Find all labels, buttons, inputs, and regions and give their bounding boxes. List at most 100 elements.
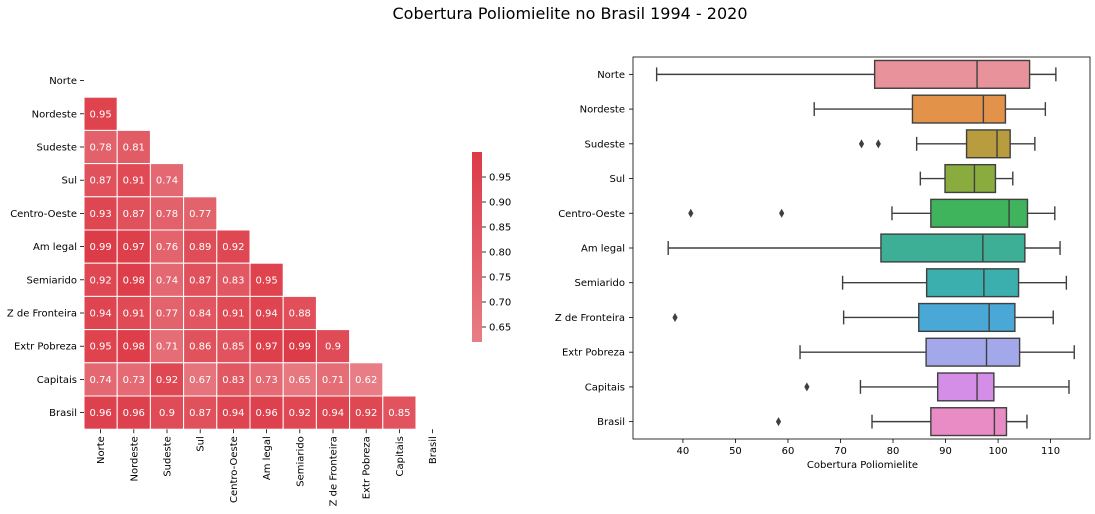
heatmap-cell-label: 0.87 xyxy=(89,176,111,187)
heatmap-cell-z-de-fronteira-am-legal xyxy=(249,295,284,331)
heatmap-cell-brasil-centro-oeste xyxy=(216,395,251,430)
box-iqr xyxy=(918,302,1016,333)
heatmap-cell-extr-pobreza-z-de-fronteira xyxy=(315,329,351,364)
heatmap-cell-label: 0.92 xyxy=(289,408,311,419)
box-centro-oeste xyxy=(688,198,1056,228)
heatmap-cell-label: 0.71 xyxy=(156,342,178,353)
heatmap-ylabel-semiarido: Semiarido xyxy=(26,275,77,286)
heatmap-cell-label: 0.73 xyxy=(255,375,277,386)
heatmap-cell-label: 0.91 xyxy=(123,176,145,187)
heatmap-cell-label: 0.83 xyxy=(222,375,244,386)
heatmap-xlabel-centro-oeste: Centro-Oeste xyxy=(229,436,240,503)
boxplot-xtick-label: 60 xyxy=(782,446,795,457)
heatmap-ylabel-nordeste: Nordeste xyxy=(32,109,77,120)
heatmap-cell-label: 0.95 xyxy=(89,342,111,353)
box-iqr xyxy=(965,129,1011,159)
heatmap-cell-label: 0.99 xyxy=(289,342,311,353)
colorbar-tick-label: 0.90 xyxy=(489,198,511,209)
box-iqr xyxy=(873,59,1031,89)
figure-title: Cobertura Poliomielite no Brasil 1994 - … xyxy=(392,4,747,23)
box-brasil xyxy=(775,407,1028,437)
heatmap-cell-label: 0.92 xyxy=(222,242,244,253)
heatmap-cell-label: 0.92 xyxy=(355,408,377,419)
heatmap-xlabel-sudeste: Sudeste xyxy=(163,436,174,476)
heatmap-cell-label: 0.9 xyxy=(325,342,341,353)
boxplot-ylabel-sudeste: Sudeste xyxy=(585,139,625,150)
heatmap-cell-label: 0.86 xyxy=(189,342,211,353)
boxplot-xtick-label: 50 xyxy=(729,446,742,457)
outlier-point xyxy=(672,312,678,322)
heatmap-cell-am-legal-nordeste xyxy=(116,229,151,264)
heatmap-cell-label: 0.91 xyxy=(123,309,145,320)
boxplot-xtick-label: 70 xyxy=(834,446,847,457)
heatmap-cell-semiarido-am-legal xyxy=(249,262,284,297)
heatmap-cell-centro-oeste-nordeste xyxy=(116,196,151,231)
heatmap-cell-label: 0.92 xyxy=(156,375,178,386)
box-nordeste xyxy=(813,94,1047,124)
heatmap-cell-z-de-fronteira-nordeste xyxy=(116,295,151,331)
heatmap-xlabel-capitais: Capitais xyxy=(395,436,406,476)
heatmap-cell-label: 0.71 xyxy=(322,375,344,386)
heatmap-cell-label: 0.83 xyxy=(222,275,244,286)
colorbar-tick-label: 0.95 xyxy=(489,173,511,184)
heatmap-cell-label: 0.78 xyxy=(89,143,111,154)
heatmap-cell-am-legal-sul xyxy=(183,229,218,264)
heatmap-xlabel-z-de-fronteira: Z de Fronteira xyxy=(329,436,340,506)
boxplot-ylabel-extr-pobreza: Extr Pobreza xyxy=(562,348,625,359)
heatmap-cell-label: 0.73 xyxy=(123,375,145,386)
boxplot-ylabel-nordeste: Nordeste xyxy=(580,105,625,116)
heatmap-xlabel-norte: Norte xyxy=(96,436,107,464)
box-sul xyxy=(919,163,1014,194)
heatmap-cell-z-de-fronteira-norte xyxy=(83,295,118,331)
colorbar-gradient xyxy=(472,152,482,342)
heatmap-ylabel-sul: Sul xyxy=(62,176,77,187)
correlation-heatmap: 0.95 0.78 0.81 0.87 0.91 0.74 0.93 0.87 0.78 0.77… xyxy=(7,76,439,506)
colorbar-tick-label: 0.65 xyxy=(489,323,511,334)
heatmap-ylabel-sudeste: Sudeste xyxy=(37,143,77,154)
box-extr-pobreza xyxy=(799,337,1075,367)
heatmap-xlabel-brasil: Brasil xyxy=(428,436,439,464)
heatmap-cell-label: 0.94 xyxy=(89,309,111,320)
boxplot-xtick-label: 110 xyxy=(1041,446,1060,457)
boxplot-ylabel-norte: Norte xyxy=(597,70,625,81)
box-capitais xyxy=(804,372,1070,402)
heatmap-cell-brasil-sul xyxy=(183,395,218,430)
heatmap-cell-sudeste-norte xyxy=(83,129,118,165)
coverage-boxplot: Norte Nordeste Sudeste Sul Centro-Oeste Am le… xyxy=(555,56,1091,471)
heatmap-colorbar: 0.65 0.70 0.75 0.80 0.85 0.90 0.95 xyxy=(472,152,511,342)
box-sudeste xyxy=(858,129,1036,159)
outlier-point xyxy=(875,139,881,149)
box-am-legal xyxy=(667,233,1061,263)
heatmap-cell-label: 0.99 xyxy=(89,242,111,253)
heatmap-cell-label: 0.87 xyxy=(189,408,211,419)
heatmap-cell-label: 0.96 xyxy=(123,408,145,419)
heatmap-cell-label: 0.78 xyxy=(156,209,178,220)
heatmap-ylabel-centro-oeste: Centro-Oeste xyxy=(10,209,77,220)
heatmap-cell-label: 0.94 xyxy=(222,408,244,419)
heatmap-cell-brasil-sudeste xyxy=(149,395,185,430)
heatmap-cell-label: 0.95 xyxy=(89,109,111,120)
outlier-point xyxy=(858,139,865,149)
colorbar-tick-label: 0.70 xyxy=(489,298,511,309)
heatmap-cell-label: 0.87 xyxy=(189,275,211,286)
heatmap-ylabel-brasil: Brasil xyxy=(49,408,77,419)
heatmap-xlabel-extr-pobreza: Extr Pobreza xyxy=(362,436,373,499)
heatmap-cell-label: 0.85 xyxy=(388,408,410,419)
box-iqr xyxy=(925,337,1021,367)
heatmap-cell-extr-pobreza-norte xyxy=(83,329,118,364)
heatmap-cell-label: 0.94 xyxy=(322,408,344,419)
heatmap-cell-semiarido-sul xyxy=(183,262,218,297)
heatmap-cell-label: 0.74 xyxy=(156,176,178,187)
heatmap-ylabel-extr-pobreza: Extr Pobreza xyxy=(14,342,77,353)
heatmap-cell-label: 0.97 xyxy=(255,342,277,353)
box-iqr xyxy=(930,407,1008,437)
heatmap-cell-label: 0.62 xyxy=(355,375,377,386)
heatmap-cell-label: 0.88 xyxy=(289,309,311,320)
boxplot-ylabel-semiarido: Semiarido xyxy=(574,278,625,289)
heatmap-cell-label: 0.67 xyxy=(189,375,211,386)
heatmap-cell-brasil-z-de-fronteira xyxy=(315,395,351,430)
heatmap-ylabel-z-de-fronteira: Z de Fronteira xyxy=(7,309,77,320)
heatmap-cell-label: 0.98 xyxy=(123,275,145,286)
heatmap-cell-label: 0.77 xyxy=(156,309,178,320)
